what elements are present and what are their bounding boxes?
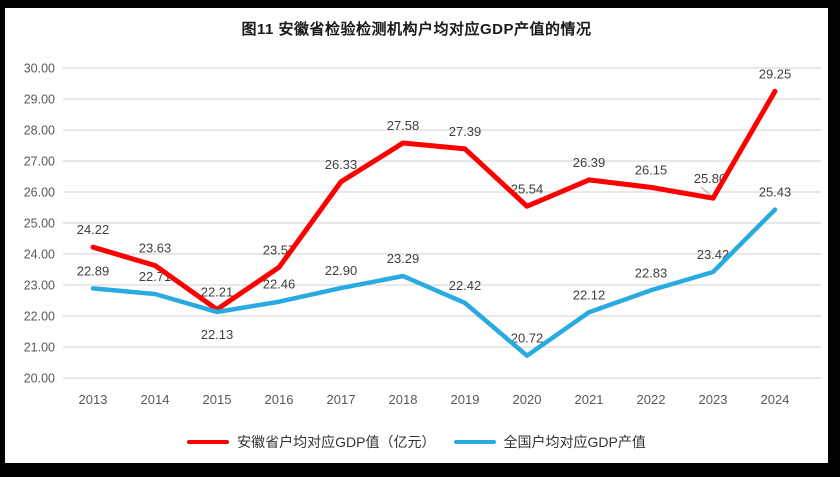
data-label: 26.39	[573, 155, 606, 170]
data-label: 23.29	[387, 251, 420, 266]
x-axis-tick-label: 2023	[699, 392, 728, 407]
y-axis-tick-label: 30.00	[24, 62, 55, 76]
data-label: 22.12	[573, 287, 606, 302]
data-label: 27.58	[387, 118, 420, 133]
legend: 安徽省户均对应GDP值（亿元） 全国户均对应GDP产值	[5, 432, 828, 452]
legend-label-national: 全国户均对应GDP产值	[503, 434, 646, 450]
x-axis-tick-label: 2017	[327, 392, 356, 407]
y-axis-tick-label: 21.00	[24, 341, 55, 355]
y-axis-tick-label: 27.00	[24, 155, 55, 169]
y-axis-tick-label: 28.00	[24, 124, 55, 138]
x-axis-tick-label: 2013	[79, 392, 108, 407]
data-label: 24.22	[77, 222, 110, 237]
y-axis-tick-label: 26.00	[24, 186, 55, 200]
data-label: 27.39	[449, 124, 482, 139]
data-label: 25.54	[511, 181, 544, 196]
data-label: 25.80	[694, 171, 727, 186]
y-axis-tick-label: 22.00	[24, 310, 55, 324]
y-axis-tick-label: 25.00	[24, 217, 55, 231]
national-line-swatch	[453, 440, 496, 444]
y-axis-tick-label: 24.00	[24, 248, 55, 262]
legend-item-national: 全国户均对应GDP产值	[453, 432, 646, 452]
national-line	[90, 207, 778, 358]
data-label: 23.42	[697, 247, 730, 262]
x-axis-tick-label: 2020	[513, 392, 542, 407]
data-label: 22.46	[263, 277, 296, 292]
x-axis-tick-label: 2018	[389, 392, 418, 407]
x-axis-tick-label: 2022	[637, 392, 666, 407]
data-label: 26.33	[325, 157, 358, 172]
data-label: 23.63	[139, 240, 172, 255]
data-label: 22.89	[77, 263, 110, 278]
data-label-leader-line	[700, 186, 713, 197]
data-label: 22.13	[201, 327, 234, 342]
data-label: 22.83	[635, 265, 668, 280]
line-chart: 20.00 21.00 22.00 23.00 24.00 25.00 26.00 27.00…	[24, 62, 821, 407]
x-axis-tick-label: 2014	[141, 392, 170, 407]
chart-title: 图11 安徽省检验检测机构户均对应GDP产值的情况	[241, 21, 592, 38]
y-axis-tick-label: 23.00	[24, 279, 55, 293]
legend-item-anhui: 安徽省户均对应GDP值（亿元）	[187, 432, 436, 452]
data-label: 29.25	[759, 66, 792, 81]
data-label: 22.21	[201, 284, 234, 299]
data-label: 20.72	[511, 331, 544, 346]
anhui-line	[90, 88, 778, 312]
x-axis-tick-label: 2024	[761, 392, 790, 407]
data-label: 25.43	[759, 185, 792, 200]
x-axis-tick-label: 2015	[203, 392, 232, 407]
legend-label-anhui: 安徽省户均对应GDP值（亿元）	[237, 434, 436, 450]
data-label: 22.42	[449, 278, 482, 293]
anhui-line-swatch	[187, 440, 230, 444]
x-axis-tick-label: 2019	[451, 392, 480, 407]
x-axis-tick-label: 2016	[265, 392, 294, 407]
data-label: 22.90	[325, 263, 358, 278]
data-label: 26.15	[635, 162, 668, 177]
y-axis-tick-label: 29.00	[24, 93, 55, 107]
y-axis-tick-label: 20.00	[24, 372, 55, 386]
x-axis-tick-label: 2021	[575, 392, 604, 407]
